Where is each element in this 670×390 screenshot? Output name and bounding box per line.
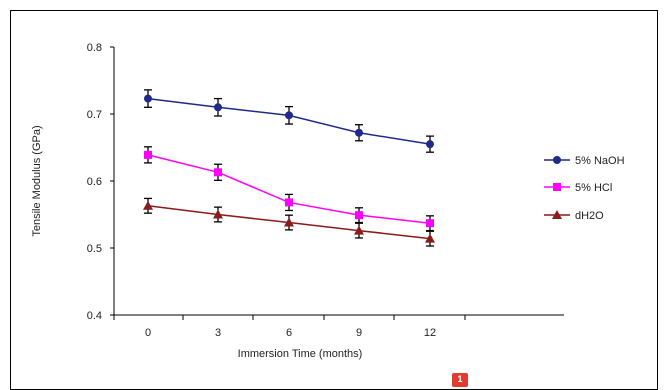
data-point	[425, 233, 435, 243]
y-ticks: 0.4 0.5 0.6 0.7 0.8	[87, 42, 114, 322]
series-dh2o	[143, 197, 435, 247]
series-5-hcl	[144, 146, 434, 232]
series-layer	[143, 89, 435, 247]
y-tick-label: 0.7	[87, 109, 102, 121]
legend-marker	[553, 156, 561, 164]
x-tick-label: 6	[286, 327, 292, 339]
data-point	[354, 225, 364, 235]
x-tick-label: 12	[424, 327, 436, 339]
legend-label: dH2O	[575, 210, 604, 222]
x-axis-title: Immersion Time (months)	[238, 348, 363, 360]
x-tick-label: 9	[356, 327, 362, 339]
data-point	[355, 128, 363, 137]
data-point	[143, 200, 153, 210]
data-point	[214, 168, 222, 177]
y-tick-label: 0.6	[87, 176, 102, 188]
legend-marker	[553, 183, 561, 191]
data-point	[144, 150, 152, 159]
x-tick-label: 3	[215, 327, 221, 339]
data-point	[426, 140, 434, 149]
data-point	[284, 217, 294, 227]
legend-marker	[552, 210, 562, 219]
legend-item: dH2O	[544, 210, 604, 222]
y-tick-label: 0.4	[87, 310, 102, 322]
y-tick-label: 0.8	[87, 42, 102, 54]
y-axis-title: Tensile Modulus (GPa)	[31, 125, 43, 236]
series-5-naoh	[144, 89, 434, 153]
data-point	[285, 111, 293, 120]
chart-frame	[10, 10, 658, 390]
data-point	[214, 103, 222, 112]
data-point	[213, 209, 223, 219]
legend-item: 5% HCl	[544, 182, 612, 194]
y-tick-label: 0.5	[87, 243, 102, 255]
data-point	[144, 94, 152, 103]
data-point	[355, 211, 363, 220]
data-point	[285, 198, 293, 207]
x-tick-label: 0	[145, 327, 151, 339]
series-line	[147, 154, 431, 224]
page-number-badge: 1	[452, 373, 468, 387]
legend: 5% NaOH 5% HCl dH2O	[544, 155, 625, 222]
legend-label: 5% NaOH	[575, 155, 625, 167]
axes	[113, 47, 564, 316]
legend-label: 5% HCl	[575, 182, 612, 194]
data-point	[426, 219, 434, 228]
legend-item: 5% NaOH	[544, 155, 625, 167]
x-ticks: 0 3 6 9 12	[113, 315, 466, 339]
